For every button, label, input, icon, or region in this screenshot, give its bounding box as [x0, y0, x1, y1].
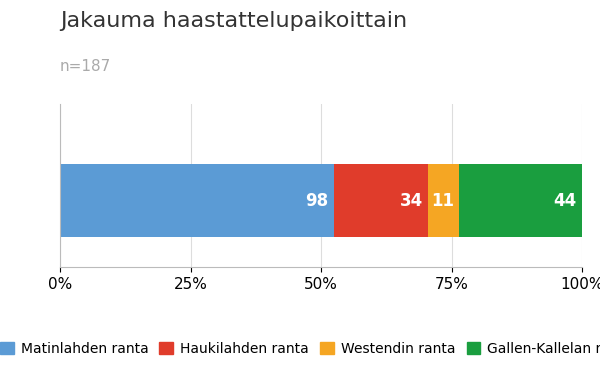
Text: n=187: n=187: [60, 59, 111, 74]
Legend: Matinlahden ranta, Haukilahden ranta, Westendin ranta, Gallen-Kallelan museo: Matinlahden ranta, Haukilahden ranta, We…: [0, 336, 600, 361]
Bar: [60, 164, 334, 237]
Text: Jakauma haastattelupaikoittain: Jakauma haastattelupaikoittain: [60, 11, 407, 31]
Text: 44: 44: [554, 191, 577, 210]
Bar: [334, 164, 428, 237]
Bar: [428, 164, 459, 237]
Text: 11: 11: [431, 191, 454, 210]
Bar: [459, 164, 582, 237]
Text: 34: 34: [400, 191, 423, 210]
Text: 98: 98: [305, 191, 328, 210]
